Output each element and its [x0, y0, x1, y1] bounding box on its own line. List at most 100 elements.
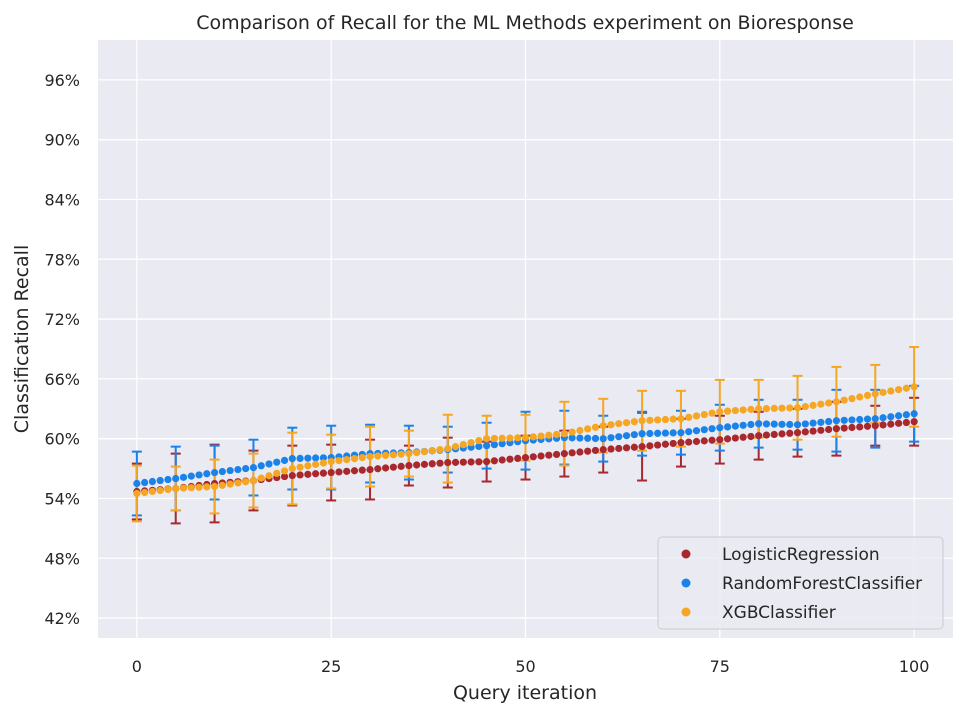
point-xgbclassifier	[622, 419, 631, 427]
point-xgbclassifier	[343, 455, 351, 464]
point-randomforestclassifier	[700, 426, 708, 434]
point-xgbclassifier	[537, 432, 545, 440]
point-xgbclassifier	[521, 434, 530, 442]
point-logisticregression	[871, 422, 879, 430]
point-xgbclassifier	[374, 452, 382, 460]
point-randomforestclassifier	[692, 427, 701, 435]
point-randomforestclassifier	[475, 442, 483, 451]
x-tick-label: 0	[132, 657, 142, 676]
point-randomforestclassifier	[685, 428, 693, 436]
point-logisticregression	[762, 431, 771, 439]
point-randomforestclassifier	[630, 431, 638, 439]
point-logisticregression	[521, 454, 530, 462]
point-randomforestclassifier	[483, 442, 491, 450]
point-randomforestclassifier	[646, 429, 654, 438]
point-randomforestclassifier	[576, 434, 584, 442]
point-xgbclassifier	[280, 467, 289, 475]
point-logisticregression	[498, 456, 506, 464]
point-randomforestclassifier	[677, 429, 685, 437]
point-logisticregression	[825, 425, 833, 434]
point-xgbclassifier	[475, 437, 483, 445]
point-xgbclassifier	[731, 406, 739, 415]
point-logisticregression	[397, 462, 405, 470]
point-xgbclassifier	[203, 483, 211, 491]
point-randomforestclassifier	[770, 420, 778, 428]
point-xgbclassifier	[902, 384, 910, 392]
point-logisticregression	[622, 444, 631, 452]
legend-box	[657, 536, 944, 630]
legend: LogisticRegression RandomForestClassifie…	[657, 536, 944, 630]
point-randomforestclassifier	[195, 471, 203, 479]
point-xgbclassifier	[172, 484, 180, 493]
point-randomforestclassifier	[615, 433, 623, 441]
point-xgbclassifier	[358, 454, 366, 462]
point-xgbclassifier	[700, 410, 708, 419]
point-randomforestclassifier	[187, 472, 195, 480]
point-randomforestclassifier	[887, 413, 895, 421]
point-randomforestclassifier	[607, 434, 615, 442]
legend-marker-logisticregression	[681, 549, 691, 559]
point-xgbclassifier	[786, 404, 794, 412]
point-randomforestclassifier	[661, 429, 670, 437]
point-xgbclassifier	[366, 453, 374, 461]
point-randomforestclassifier	[257, 462, 265, 470]
point-logisticregression	[490, 457, 499, 465]
y-tick-label: 78%	[44, 250, 80, 269]
point-logisticregression	[459, 458, 467, 466]
point-logisticregression	[335, 468, 343, 476]
point-logisticregression	[545, 451, 553, 459]
point-randomforestclassifier	[902, 411, 910, 419]
point-xgbclassifier	[389, 451, 397, 459]
point-logisticregression	[296, 471, 304, 479]
y-axis-label: Classification Recall	[11, 245, 33, 433]
point-logisticregression	[669, 439, 677, 448]
y-tick-label: 66%	[44, 370, 80, 389]
point-xgbclassifier	[257, 474, 265, 482]
point-logisticregression	[700, 437, 708, 445]
point-randomforestclassifier	[871, 415, 879, 423]
point-logisticregression	[514, 454, 522, 463]
point-logisticregression	[451, 458, 460, 466]
point-xgbclassifier	[506, 434, 514, 442]
point-logisticregression	[692, 437, 701, 446]
point-logisticregression	[560, 450, 568, 458]
chart-title: Comparison of Recall for the ML Methods …	[196, 12, 854, 34]
point-randomforestclassifier	[654, 429, 662, 437]
point-randomforestclassifier	[755, 420, 763, 428]
point-logisticregression	[910, 418, 918, 426]
x-tick-label: 75	[710, 657, 730, 676]
point-logisticregression	[420, 460, 429, 468]
point-logisticregression	[793, 429, 802, 437]
point-randomforestclassifier	[568, 434, 576, 442]
point-xgbclassifier	[413, 449, 421, 457]
point-logisticregression	[475, 458, 483, 466]
point-xgbclassifier	[133, 489, 141, 498]
point-xgbclassifier	[863, 391, 872, 400]
point-xgbclassifier	[770, 404, 778, 412]
point-xgbclassifier	[514, 434, 522, 442]
point-logisticregression	[576, 448, 584, 456]
point-randomforestclassifier	[848, 416, 856, 424]
point-xgbclassifier	[607, 421, 615, 429]
point-logisticregression	[755, 432, 763, 440]
point-xgbclassifier	[148, 487, 157, 496]
y-tick-label: 54%	[44, 489, 80, 508]
point-logisticregression	[817, 426, 825, 434]
point-xgbclassifier	[490, 434, 499, 443]
point-logisticregression	[879, 421, 887, 429]
point-randomforestclassifier	[203, 470, 211, 478]
point-randomforestclassifier	[894, 412, 903, 420]
point-randomforestclassifier	[265, 460, 273, 468]
point-randomforestclassifier	[801, 420, 809, 428]
point-randomforestclassifier	[172, 474, 180, 483]
point-xgbclassifier	[234, 479, 242, 487]
point-xgbclassifier	[420, 448, 429, 456]
point-randomforestclassifier	[304, 454, 312, 462]
point-logisticregression	[436, 459, 444, 467]
point-logisticregression	[552, 450, 561, 459]
point-xgbclassifier	[801, 402, 809, 411]
point-xgbclassifier	[545, 431, 553, 439]
point-xgbclassifier	[778, 404, 786, 412]
point-xgbclassifier	[288, 464, 296, 473]
